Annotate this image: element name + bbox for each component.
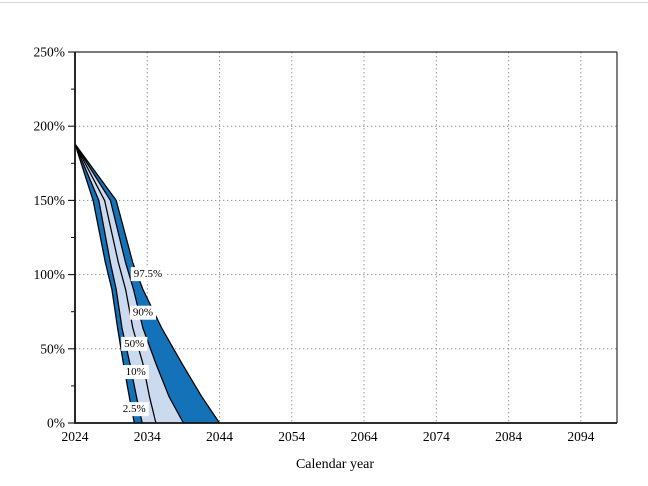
y-tick-label: 150% (34, 193, 66, 208)
y-tick-label: 200% (34, 119, 66, 134)
percentile-label-text: 97.5% (134, 268, 162, 280)
percentile-label-box (129, 305, 157, 320)
y-tick-group: 0% 50% 100% 150% 200% 250% (34, 45, 75, 431)
x-tick-label: 2064 (351, 429, 378, 444)
percentile-label-box (122, 365, 149, 380)
percentile-label-97.5%: 97.5% (130, 267, 166, 282)
percentile-line-2.5% (74, 143, 135, 424)
y-tick-label: 0% (47, 416, 65, 431)
percentile-label-text: 10% (126, 366, 146, 378)
x-tick-label: 2044 (206, 429, 233, 444)
x-tick-label: 2024 (62, 429, 89, 444)
band-2.5%-to-10% (75, 144, 143, 423)
percentile-label-text: 2.5% (123, 403, 146, 415)
page-top-rule (0, 2, 648, 3)
x-tick-group: 2024 2034 2044 2054 2064 2074 2084 2094 (62, 429, 595, 444)
percentile-label-box (119, 402, 149, 417)
percentile-line-10% (74, 143, 143, 424)
percentile-line-50% (74, 143, 157, 424)
y-tick-label: 50% (40, 341, 65, 356)
percentile-label-text: 50% (124, 338, 144, 350)
x-tick-label: 2054 (278, 429, 305, 444)
chart-root: 0% 50% 100% 150% 200% 250% 2024 2034 2044 2054 206… (34, 45, 618, 444)
band-10%-to-90% (75, 144, 184, 423)
percentile-label-box (130, 267, 166, 282)
x-axis-title: Calendar year (296, 457, 374, 472)
percentile-label-90%: 90% (129, 305, 157, 320)
percentile-label-50%: 50% (121, 336, 148, 351)
plot-frame (75, 51, 618, 423)
y-tick-label: 100% (34, 267, 66, 282)
percentile-label-10%: 10% (122, 365, 149, 380)
percentile-label-text: 90% (133, 307, 153, 319)
x-tick-label: 2074 (423, 429, 450, 444)
percentile-label-2.5%: 2.5% (119, 402, 149, 417)
x-tick-label: 2084 (495, 429, 522, 444)
percentile-label-box (121, 336, 148, 351)
x-tick-label: 2094 (567, 429, 594, 444)
y-tick-label: 250% (34, 45, 66, 60)
percentile-labels: 97.5% 90% 50% 10% 2.5% (119, 267, 166, 417)
x-tick-label: 2034 (134, 429, 161, 444)
